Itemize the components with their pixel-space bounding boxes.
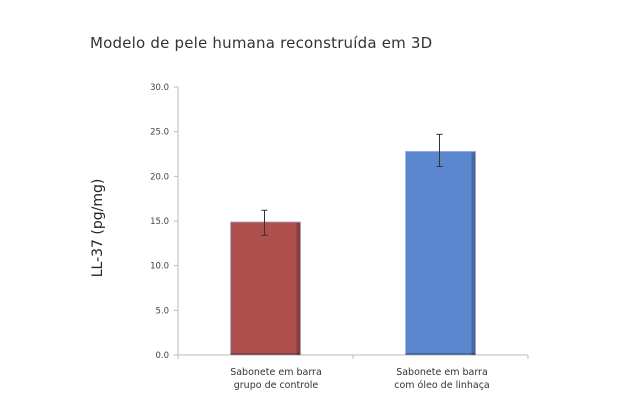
category-label-line: Sabonete em barra (230, 367, 322, 378)
y-tick-label: 15.0 (150, 217, 169, 227)
chart-title: Modelo de pele humana reconstruída em 3D (90, 34, 433, 52)
category-label-line: com óleo de linhaça (394, 380, 490, 391)
y-tick-label: 10.0 (150, 262, 169, 272)
category-label-line: Sabonete em barra (396, 367, 488, 378)
y-tick-label: 30.0 (150, 83, 169, 93)
category-label-linseed: Sabonete em barra com óleo de linhaça (362, 366, 522, 392)
category-label-control: Sabonete em barra grupo de controle (196, 366, 356, 392)
bar-shadow (296, 222, 301, 355)
y-tick-label: 5.0 (155, 306, 169, 316)
bar-shadow (405, 353, 476, 355)
y-tick-label: 0.0 (155, 351, 169, 361)
y-tick-label: 20.0 (150, 172, 169, 182)
bar (230, 221, 301, 356)
bar (405, 150, 476, 356)
bar-shadow (230, 353, 301, 355)
y-tick-label: 25.0 (150, 128, 169, 138)
bar-shadow (471, 152, 476, 355)
category-label-line: grupo de controle (233, 380, 319, 391)
